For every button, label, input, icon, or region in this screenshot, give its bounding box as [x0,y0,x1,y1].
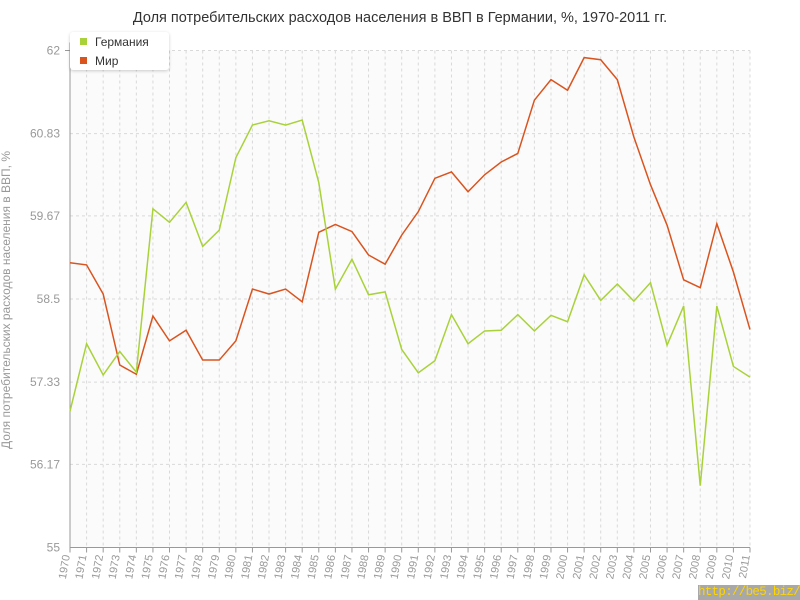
svg-text:1972: 1972 [90,554,106,580]
svg-text:1975: 1975 [140,554,156,580]
svg-text:1978: 1978 [190,554,206,580]
svg-text:2011: 2011 [737,554,753,579]
svg-text:55: 55 [47,541,61,555]
svg-text:1987: 1987 [339,554,355,580]
svg-text:2009: 2009 [704,554,720,580]
svg-text:57.33: 57.33 [30,375,60,389]
svg-text:2003: 2003 [604,554,620,580]
svg-text:2010: 2010 [720,554,736,580]
svg-text:1999: 1999 [538,554,554,580]
svg-text:2007: 2007 [671,554,687,580]
svg-text:1981: 1981 [239,554,255,580]
svg-text:2001: 2001 [571,554,587,580]
svg-text:1977: 1977 [173,554,189,580]
svg-text:2000: 2000 [554,554,570,580]
svg-text:1997: 1997 [505,554,521,580]
svg-text:1988: 1988 [355,554,371,580]
svg-text:1984: 1984 [289,554,305,580]
svg-text:1986: 1986 [322,554,338,580]
svg-text:56.17: 56.17 [30,457,60,471]
svg-text:2004: 2004 [621,554,637,580]
svg-text:1998: 1998 [521,554,537,580]
svg-text:1991: 1991 [405,554,421,580]
svg-text:1996: 1996 [488,554,504,580]
svg-text:1992: 1992 [422,554,438,580]
svg-text:60.83: 60.83 [30,127,60,141]
svg-text:59.67: 59.67 [30,209,60,223]
svg-text:1973: 1973 [107,554,123,580]
svg-text:2005: 2005 [637,554,653,580]
svg-text:1970: 1970 [57,554,73,580]
svg-text:1985: 1985 [306,554,322,580]
svg-text:1971: 1971 [73,554,89,580]
svg-text:1993: 1993 [438,554,454,580]
svg-text:1994: 1994 [455,554,471,580]
svg-text:62: 62 [47,44,61,58]
svg-text:1989: 1989 [372,554,388,580]
svg-text:1979: 1979 [206,554,222,580]
svg-text:1980: 1980 [223,554,239,580]
svg-text:58.5: 58.5 [37,292,61,306]
svg-text:2008: 2008 [687,554,703,580]
svg-text:2006: 2006 [654,554,670,580]
svg-text:1974: 1974 [123,554,139,580]
svg-text:1982: 1982 [256,554,272,580]
svg-text:2002: 2002 [588,554,604,580]
svg-text:1983: 1983 [272,554,288,580]
svg-text:1976: 1976 [156,554,172,580]
svg-text:1995: 1995 [472,554,488,580]
svg-text:1990: 1990 [389,554,405,580]
